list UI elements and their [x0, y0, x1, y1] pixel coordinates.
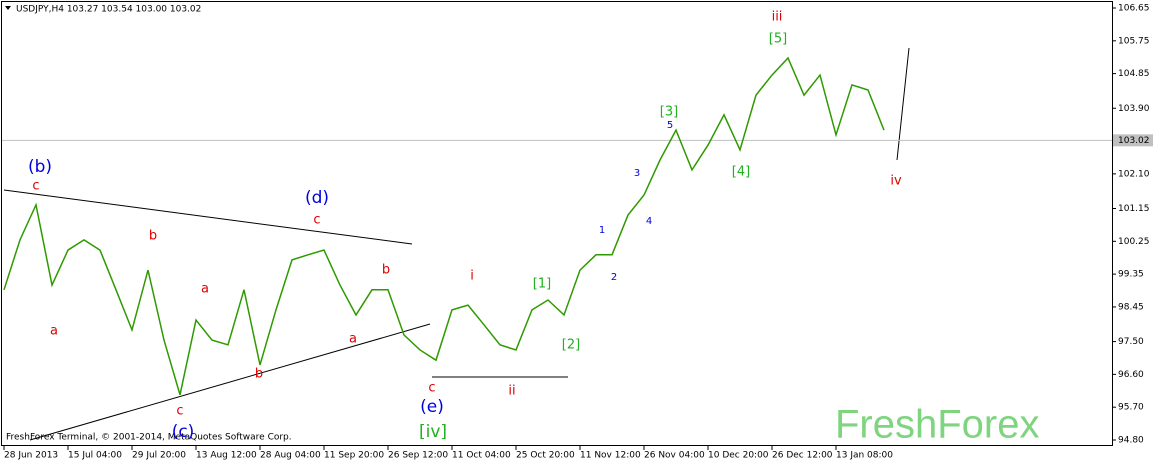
wave-label: c — [428, 381, 435, 396]
wave-label: a — [50, 324, 58, 339]
wave-label: [2] — [562, 338, 580, 353]
x-tick-label: 13 Jan 08:00 — [836, 451, 893, 461]
y-tick-label: 104.85 — [1118, 69, 1150, 79]
price-box — [1113, 134, 1153, 147]
x-tick-label: 28 Jun 2013 — [4, 451, 58, 461]
wave-label: b — [255, 367, 263, 382]
y-tick-label: 96.60 — [1118, 370, 1144, 380]
wave-label: (d) — [305, 188, 329, 208]
x-tick-label: 28 Aug 04:00 — [260, 451, 321, 461]
watermark: FreshForex — [835, 403, 1040, 447]
wave-label: 3 — [634, 168, 640, 179]
price-line-series — [3, 56, 885, 396]
chart-title: USDJPY,H4 103.27 103.54 103.00 103.02 — [16, 5, 201, 15]
wave-label: [5] — [769, 32, 787, 47]
trendlines — [3, 47, 910, 441]
wave-label: 4 — [646, 216, 652, 227]
y-tick-label: 94.80 — [1118, 436, 1144, 446]
y-tick-label: 95.70 — [1118, 403, 1144, 413]
wave-label: c — [176, 404, 183, 419]
wave-label: [iv] — [419, 422, 447, 442]
x-tick-label: 15 Jul 04:00 — [68, 451, 122, 461]
trendline — [896, 47, 910, 161]
copyright: FreshForex Terminal, © 2001-2014, MetaQu… — [6, 433, 292, 443]
x-tick-label: 10 Dec 20:00 — [708, 451, 769, 461]
wave-label: (e) — [420, 397, 444, 417]
wave-label: iv — [890, 174, 902, 189]
x-tick-label: 13 Aug 12:00 — [196, 451, 257, 461]
wave-label: 1 — [599, 225, 605, 236]
wave-label: b — [149, 229, 157, 244]
wave-label: [1] — [533, 277, 551, 292]
y-tick-label: 106.65 — [1118, 4, 1150, 14]
wave-label: a — [349, 332, 357, 347]
wave-label: c — [32, 179, 39, 194]
y-tick-label: 103.90 — [1118, 104, 1150, 114]
x-tick-label: 26 Sep 12:00 — [388, 451, 448, 461]
wave-label: iii — [772, 10, 783, 25]
wave-label: 2 — [611, 272, 617, 283]
y-tick-label: 99.35 — [1118, 270, 1144, 280]
wave-label: i — [470, 269, 474, 284]
x-tick-label: 29 Jul 20:00 — [132, 451, 186, 461]
y-tick-label: 102.10 — [1118, 169, 1150, 179]
y-tick-label: 97.50 — [1118, 337, 1144, 347]
wave-label: ii — [508, 384, 515, 399]
y-tick-label: 100.25 — [1118, 237, 1150, 247]
price-label: 103.02 — [1118, 136, 1150, 146]
plot-frame — [1, 1, 1113, 446]
y-tick-label: 105.75 — [1118, 36, 1150, 46]
wave-label: b — [382, 263, 390, 278]
y-tick-label: 101.15 — [1118, 204, 1150, 214]
x-tick-label: 25 Oct 20:00 — [516, 451, 575, 461]
wave-label: c — [313, 213, 320, 228]
x-tick-label: 11 Nov 12:00 — [580, 451, 641, 461]
x-tick-label: 11 Sep 20:00 — [324, 451, 384, 461]
x-tick-label: 11 Oct 04:00 — [452, 451, 511, 461]
x-tick-label: 26 Nov 04:00 — [644, 451, 705, 461]
wave-label: (c) — [172, 422, 195, 442]
wave-label: a — [201, 282, 209, 297]
wave-label: [4] — [732, 165, 750, 180]
wave-label: [3] — [660, 105, 678, 120]
x-tick-label: 26 Dec 12:00 — [772, 451, 833, 461]
trendline — [29, 323, 431, 441]
menu-arrow[interactable] — [5, 6, 11, 10]
trendline — [3, 189, 413, 245]
wave-label: (b) — [28, 157, 52, 177]
y-tick-label: 98.45 — [1118, 302, 1144, 312]
wave-label: 5 — [667, 120, 673, 131]
